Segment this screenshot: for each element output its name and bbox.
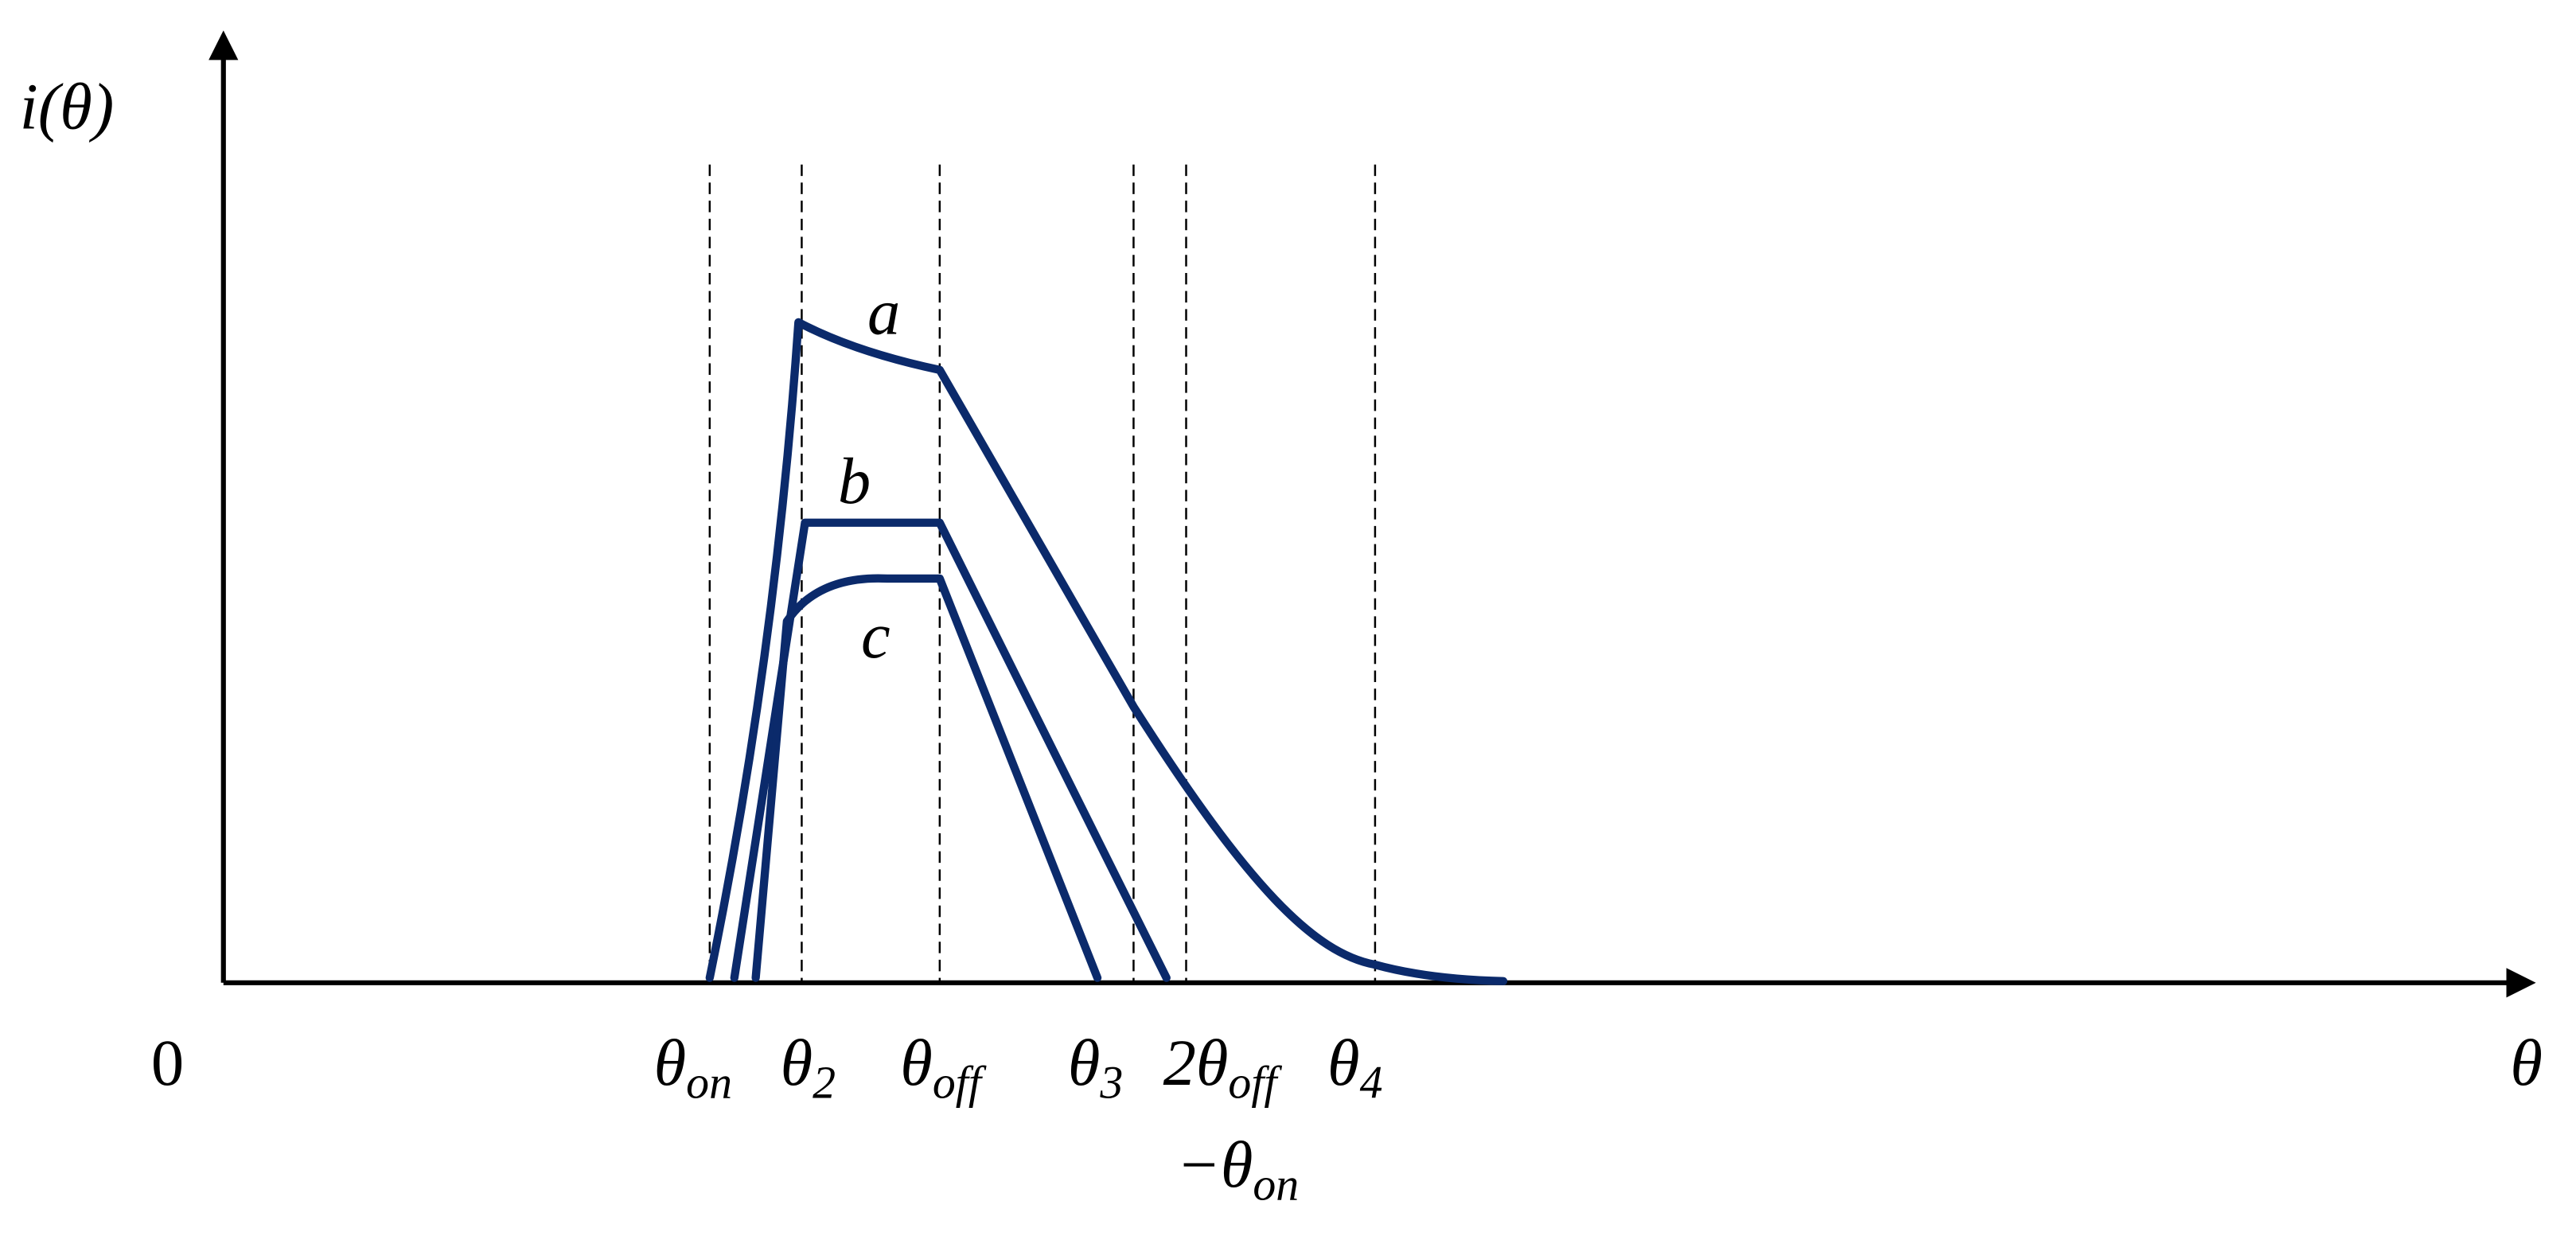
label-part: θ: [900, 1026, 933, 1099]
label-part: 2θ: [1163, 1026, 1229, 1099]
x-label: θon: [654, 1026, 732, 1109]
label-part: θ: [1327, 1026, 1360, 1099]
label-part: −θ: [1176, 1128, 1253, 1201]
label-part: off: [933, 1056, 987, 1108]
x-label: θoff: [900, 1026, 987, 1109]
x-labels: θon θ2 θoff θ3 2θoff −θon θ4: [654, 1026, 1383, 1211]
label-part: 2: [813, 1056, 836, 1108]
y-axis-label: i(θ): [20, 69, 114, 142]
label-part: off: [1228, 1056, 1282, 1108]
curve-label: c: [861, 599, 890, 672]
x-axis-label: θ: [2510, 1026, 2543, 1099]
label-part: θ: [781, 1026, 813, 1099]
x-label: θ2: [781, 1026, 836, 1109]
label-part: θ: [654, 1026, 687, 1099]
curve-b: [730, 518, 1171, 982]
label-part: on: [1253, 1158, 1299, 1210]
x-label: θ4: [1327, 1026, 1382, 1109]
curve-label: b: [838, 444, 871, 517]
x-label: θ3: [1068, 1026, 1123, 1109]
curve-c: [751, 574, 1102, 982]
curve-a: [705, 318, 1508, 985]
label-part: 3: [1099, 1056, 1123, 1108]
label-part: 4: [1360, 1056, 1383, 1108]
curve-label: a: [867, 275, 900, 348]
label-part: on: [686, 1056, 732, 1108]
guide-lines: [708, 164, 1377, 983]
x-label-line2: −θon: [1176, 1128, 1299, 1211]
x-label: 2θoff: [1163, 1026, 1283, 1109]
label-part: θ: [1068, 1026, 1101, 1099]
origin-label: 0: [151, 1026, 184, 1099]
